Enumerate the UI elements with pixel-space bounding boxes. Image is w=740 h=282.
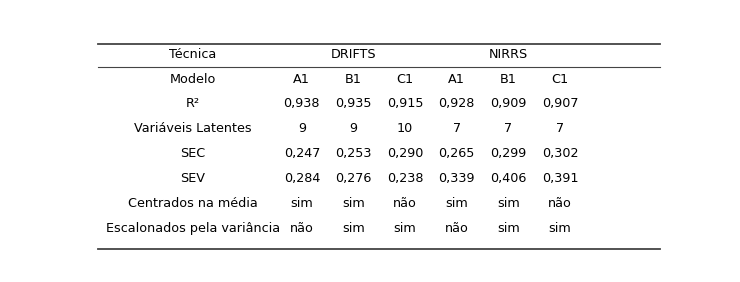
- Text: Variáveis Latentes: Variáveis Latentes: [134, 122, 252, 135]
- Text: não: não: [445, 222, 468, 235]
- Text: sim: sim: [291, 197, 313, 210]
- Text: 0,299: 0,299: [490, 147, 526, 160]
- Text: 0,265: 0,265: [439, 147, 475, 160]
- Text: não: não: [290, 222, 314, 235]
- Text: C1: C1: [397, 73, 414, 86]
- Text: 0,339: 0,339: [438, 172, 475, 185]
- Text: 0,935: 0,935: [335, 97, 371, 110]
- Text: 0,915: 0,915: [387, 97, 423, 110]
- Text: B1: B1: [500, 73, 517, 86]
- Text: Técnica: Técnica: [169, 48, 217, 61]
- Text: 0,284: 0,284: [283, 172, 320, 185]
- Text: 0,928: 0,928: [439, 97, 475, 110]
- Text: SEC: SEC: [181, 147, 206, 160]
- Text: sim: sim: [445, 197, 468, 210]
- Text: 0,938: 0,938: [283, 97, 320, 110]
- Text: 10: 10: [397, 122, 413, 135]
- Text: 0,406: 0,406: [490, 172, 526, 185]
- Text: A1: A1: [293, 73, 310, 86]
- Text: 9: 9: [297, 122, 306, 135]
- Text: 0,909: 0,909: [490, 97, 526, 110]
- Text: A1: A1: [448, 73, 465, 86]
- Text: Modelo: Modelo: [169, 73, 216, 86]
- Text: 0,238: 0,238: [387, 172, 423, 185]
- Text: SEV: SEV: [181, 172, 206, 185]
- Text: R²: R²: [186, 97, 200, 110]
- Text: 0,907: 0,907: [542, 97, 578, 110]
- Text: não: não: [393, 197, 417, 210]
- Text: 7: 7: [504, 122, 512, 135]
- Text: C1: C1: [551, 73, 568, 86]
- Text: 0,391: 0,391: [542, 172, 578, 185]
- Text: 0,253: 0,253: [335, 147, 371, 160]
- Text: Escalonados pela variância: Escalonados pela variância: [106, 222, 280, 235]
- Text: sim: sim: [342, 222, 365, 235]
- Text: 9: 9: [349, 122, 357, 135]
- Text: 7: 7: [556, 122, 564, 135]
- Text: 0,247: 0,247: [283, 147, 320, 160]
- Text: sim: sim: [497, 197, 519, 210]
- Text: DRIFTS: DRIFTS: [331, 48, 376, 61]
- Text: 7: 7: [453, 122, 461, 135]
- Text: NIRRS: NIRRS: [488, 48, 528, 61]
- Text: 0,276: 0,276: [335, 172, 371, 185]
- Text: sim: sim: [342, 197, 365, 210]
- Text: B1: B1: [345, 73, 362, 86]
- Text: sim: sim: [548, 222, 571, 235]
- Text: sim: sim: [497, 222, 519, 235]
- Text: não: não: [548, 197, 572, 210]
- Text: sim: sim: [394, 222, 417, 235]
- Text: 0,302: 0,302: [542, 147, 578, 160]
- Text: Centrados na média: Centrados na média: [128, 197, 258, 210]
- Text: 0,290: 0,290: [387, 147, 423, 160]
